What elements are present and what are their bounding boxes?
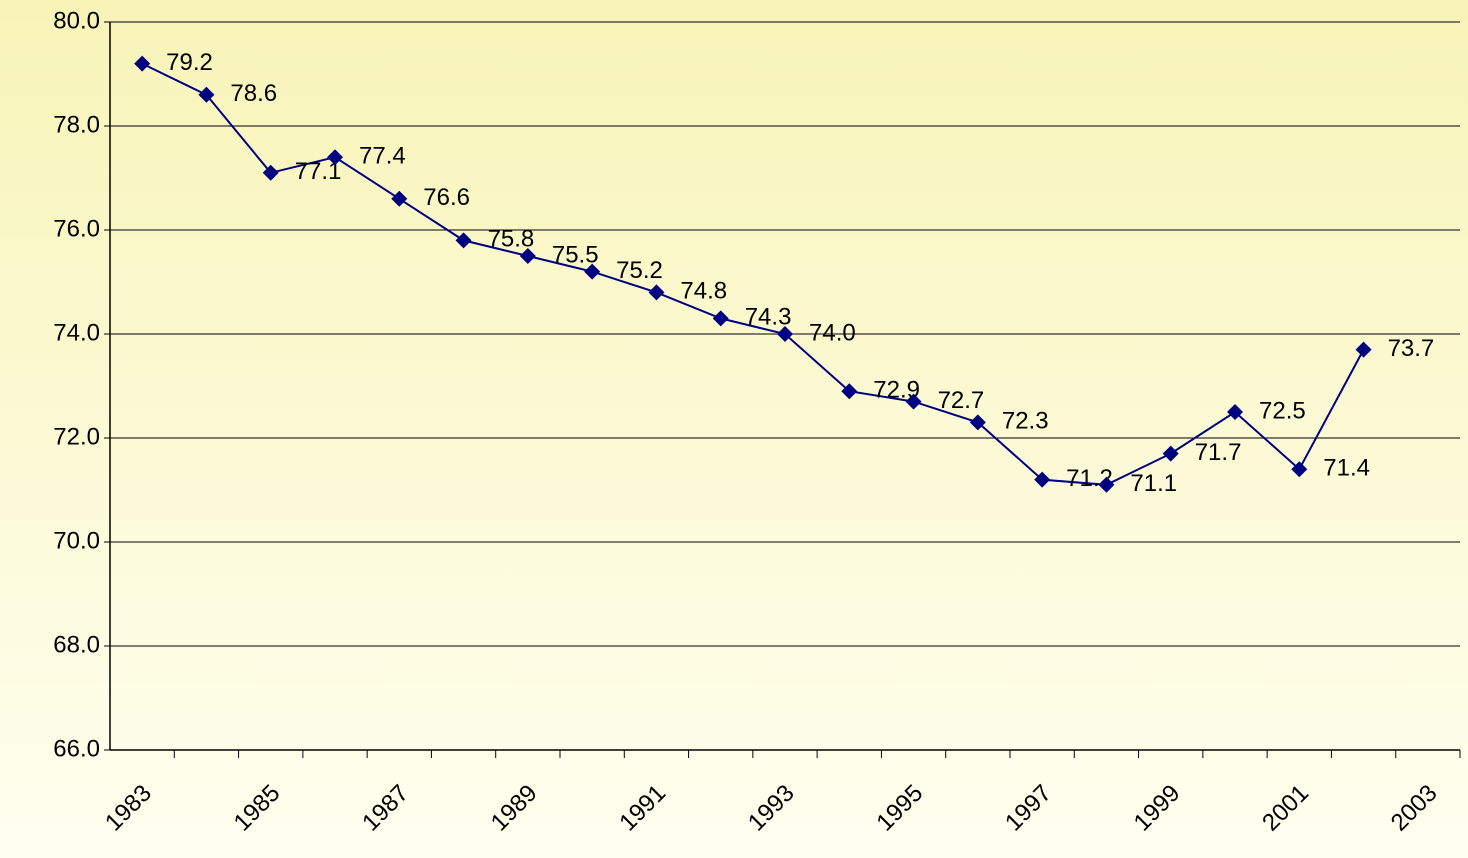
y-tick-label: 76.0	[53, 215, 100, 242]
data-label: 72.3	[1002, 408, 1049, 435]
y-tick-label: 78.0	[53, 111, 100, 138]
data-point	[777, 326, 793, 342]
data-point	[1098, 476, 1115, 493]
data-label: 77.4	[359, 143, 406, 170]
data-point	[841, 383, 858, 400]
data-label: 75.8	[488, 226, 535, 253]
data-point	[391, 190, 408, 207]
y-tick-label: 72.0	[53, 423, 100, 450]
data-label: 74.0	[809, 319, 856, 346]
y-tick-label: 74.0	[53, 319, 100, 346]
data-point	[648, 284, 665, 301]
series-line	[141, 62, 1365, 486]
data-point	[584, 263, 601, 280]
data-point	[1162, 445, 1179, 462]
data-label: 71.7	[1195, 439, 1242, 466]
data-point	[1034, 471, 1051, 488]
data-label: 71.1	[1130, 470, 1177, 497]
data-label: 76.6	[423, 184, 470, 211]
data-label: 79.2	[166, 49, 213, 76]
data-point	[519, 248, 536, 264]
data-point	[712, 310, 729, 327]
y-tick-label: 80.0	[53, 7, 100, 34]
data-label: 78.6	[230, 80, 277, 107]
data-label: 72.5	[1259, 397, 1306, 424]
data-point	[134, 55, 151, 72]
data-point	[1355, 341, 1372, 358]
data-label: 74.3	[745, 304, 792, 331]
y-tick-label: 70.0	[53, 527, 100, 554]
data-point	[327, 149, 343, 166]
data-point	[198, 86, 215, 103]
data-label: 75.5	[552, 241, 599, 268]
y-tick-label: 68.0	[53, 631, 100, 658]
data-point	[969, 414, 986, 431]
data-point	[455, 232, 472, 249]
data-point	[262, 164, 279, 181]
data-label: 71.4	[1323, 455, 1370, 482]
data-label: 72.7	[938, 387, 985, 414]
data-label: 73.7	[1388, 335, 1435, 362]
data-point	[1291, 461, 1308, 478]
data-label: 74.8	[680, 278, 727, 305]
y-tick-label: 66.0	[53, 735, 100, 762]
data-point	[1227, 404, 1243, 420]
data-label: 75.2	[616, 257, 663, 284]
data-point	[905, 393, 922, 410]
